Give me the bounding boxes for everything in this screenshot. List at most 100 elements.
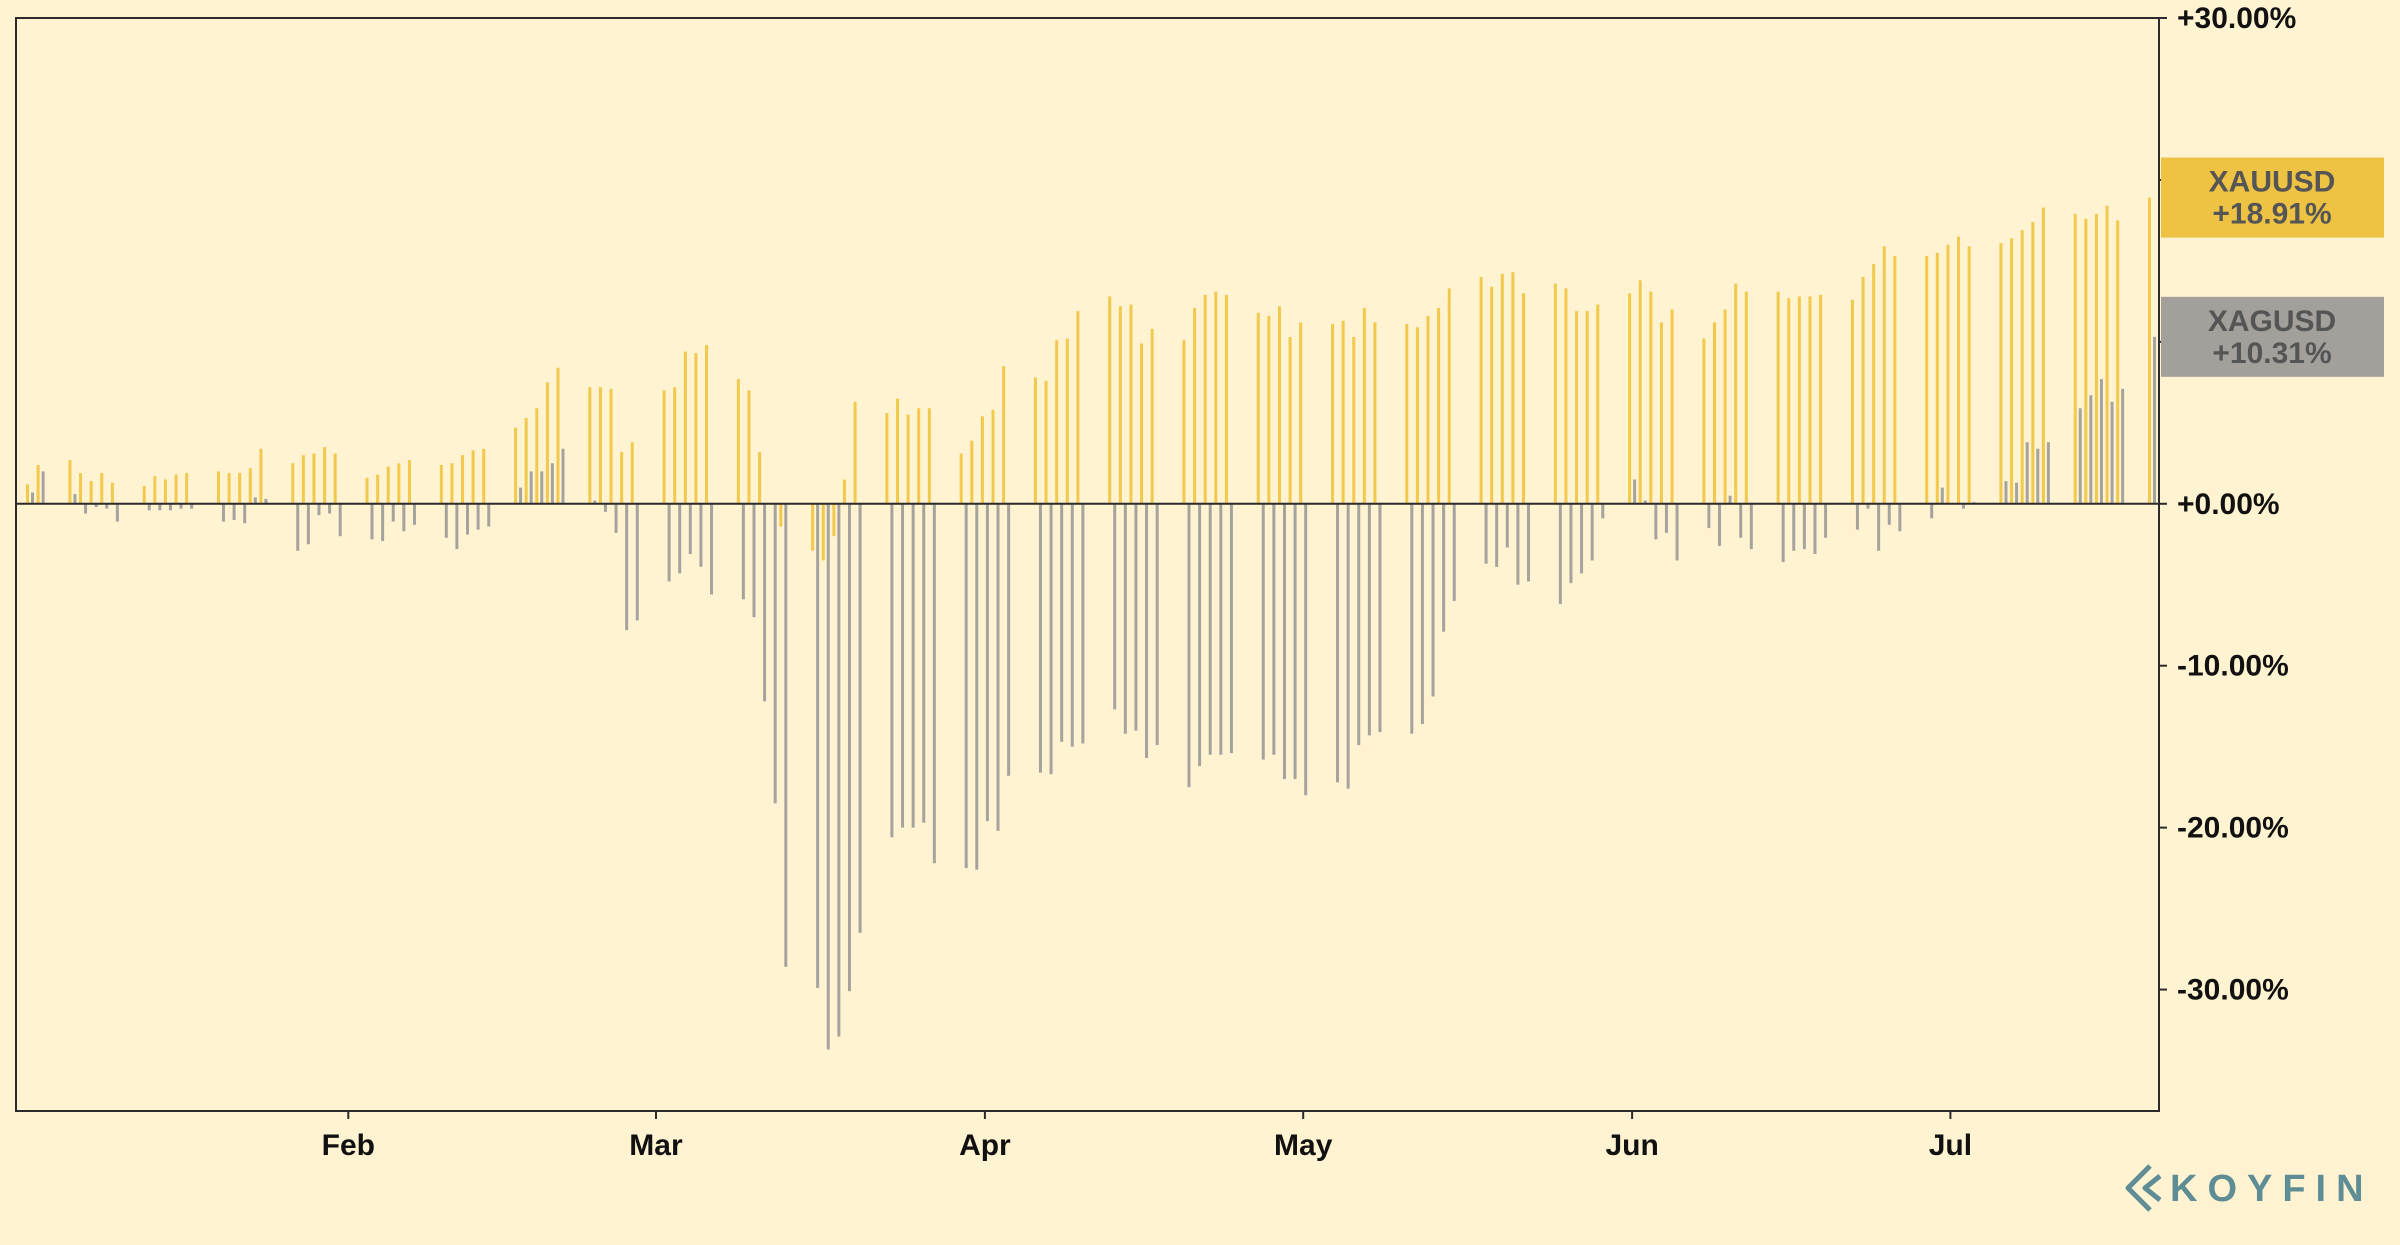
xauusd-bar xyxy=(36,464,40,504)
xagusd-bar xyxy=(370,503,374,540)
xagusd-bar xyxy=(1601,503,1605,519)
xauusd-bar xyxy=(959,453,963,504)
xagusd-bar xyxy=(1643,500,1647,504)
xauusd-bar xyxy=(1776,291,1780,504)
xagusd-bar xyxy=(487,503,491,527)
xauusd-bar xyxy=(1596,304,1600,504)
xagusd-bar xyxy=(328,503,332,514)
xagusd-bar xyxy=(710,503,714,595)
xagusd-bar xyxy=(41,471,45,504)
xagusd-bar xyxy=(1208,503,1212,755)
xagusd-bar xyxy=(455,503,459,550)
xagusd-bar xyxy=(1261,503,1265,760)
xagusd-bar xyxy=(752,503,756,618)
xauusd-bar xyxy=(853,401,857,504)
xauusd-bar xyxy=(821,503,825,561)
xagusd-bar xyxy=(890,503,894,838)
xagusd-bar xyxy=(1855,503,1859,530)
xauusd-bar xyxy=(386,466,390,504)
xauusd-bar xyxy=(1288,336,1292,504)
xauusd-bar xyxy=(1415,327,1419,504)
xagusd-bar xyxy=(1962,503,1966,509)
xauusd-bar xyxy=(2105,205,2109,504)
xauusd-bar xyxy=(1277,306,1281,504)
xauusd-bar xyxy=(630,442,634,504)
xauusd-bar xyxy=(1861,277,1865,504)
xagusd-bar xyxy=(115,503,119,522)
xauusd-bar xyxy=(312,453,316,504)
xauusd-bar xyxy=(238,473,242,504)
xauusd-bar xyxy=(1744,291,1748,504)
xauusd-bar xyxy=(598,387,602,504)
xauusd-bar xyxy=(1723,309,1727,504)
xauusd-bar xyxy=(1872,264,1876,504)
xagusd-bar xyxy=(1367,503,1371,736)
xauusd-bar xyxy=(1150,328,1154,504)
xagusd-bar xyxy=(168,503,172,511)
xagusd-bar xyxy=(1452,503,1456,601)
xagusd-bar xyxy=(1378,503,1382,733)
xagusd-bar xyxy=(221,503,225,522)
xauusd-bar xyxy=(1108,296,1112,504)
badge-series-value: +10.31% xyxy=(2212,337,2331,370)
xauusd-bar xyxy=(1479,277,1483,504)
xauusd-bar xyxy=(662,390,666,504)
xauusd-bar xyxy=(1214,291,1218,504)
xagusd-bar xyxy=(1007,503,1011,776)
xagusd-bar xyxy=(264,498,268,504)
xagusd-bar xyxy=(391,503,395,522)
xagusd-bar xyxy=(1134,503,1138,731)
xagusd-bar xyxy=(1495,503,1499,567)
xauusd-bar xyxy=(1044,380,1048,504)
xauusd-bar xyxy=(535,408,539,504)
xagusd-bar xyxy=(1272,503,1276,755)
xagusd-bar xyxy=(232,503,236,520)
xagusd-bar xyxy=(253,497,257,504)
xagusd-bar xyxy=(1590,503,1594,561)
xagusd-bar xyxy=(1898,503,1902,532)
xagusd-bar xyxy=(1346,503,1350,789)
badge-series-value: +18.91% xyxy=(2212,198,2331,231)
xauusd-bar xyxy=(1267,315,1271,504)
xagusd-bar xyxy=(784,503,788,967)
xauusd-bar xyxy=(291,463,295,504)
xauusd-bar xyxy=(227,473,231,504)
xauusd-bar xyxy=(2094,213,2098,504)
xauusd-bar xyxy=(2041,207,2045,504)
xagusd-bar xyxy=(1420,503,1424,724)
xauusd-bar xyxy=(1787,298,1791,504)
xauusd-bar xyxy=(556,367,560,504)
xauusd-bar xyxy=(524,417,528,504)
xauusd-bar xyxy=(927,408,931,504)
xauusd-bar xyxy=(747,390,751,504)
xauusd-bar xyxy=(482,448,486,504)
xagusd-bar xyxy=(964,503,968,869)
xagusd-bar xyxy=(763,503,767,702)
xagusd-bar xyxy=(1930,503,1934,519)
xauusd-bar xyxy=(450,463,454,504)
xauusd-bar xyxy=(991,409,995,504)
xagusd-bar xyxy=(1580,503,1584,574)
xauusd-bar xyxy=(333,453,337,504)
xauusd-bar xyxy=(1734,283,1738,504)
xauusd-bar xyxy=(1426,315,1430,504)
xauusd-bar xyxy=(1299,322,1303,504)
xagusd-bar xyxy=(243,503,247,524)
xagusd-bar xyxy=(635,503,639,621)
xagusd-bar xyxy=(1336,503,1340,783)
xagusd-bar xyxy=(996,503,1000,831)
xauusd-bar xyxy=(1893,256,1897,504)
xauusd-bar xyxy=(832,503,836,537)
xauusd-bar xyxy=(980,416,984,504)
y-tick-label: -30.00% xyxy=(2177,974,2289,1007)
x-axis: Feb Mar Apr May Jun Jul xyxy=(322,1111,1972,1162)
xagusd-bar xyxy=(678,503,682,574)
xagusd-bar xyxy=(625,503,629,631)
x-tick-label: Apr xyxy=(959,1129,1011,1162)
xagusd-bar xyxy=(550,463,554,504)
xagusd-bar xyxy=(1877,503,1881,551)
xauusd-bar xyxy=(142,485,146,504)
xagusd-bar xyxy=(1155,503,1159,746)
xagusd-bar xyxy=(1049,503,1053,775)
xagusd-bar xyxy=(773,503,777,804)
